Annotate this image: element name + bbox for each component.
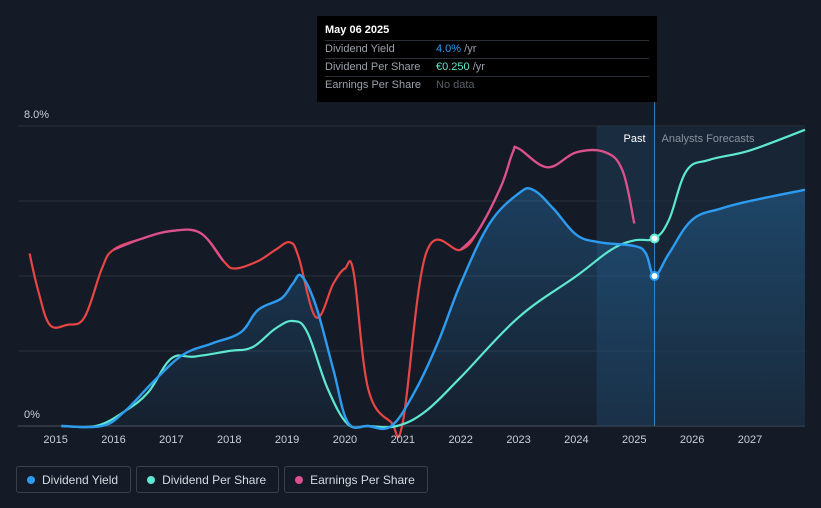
y-tick-label: 8.0%: [24, 109, 49, 121]
legend-item-dividend-yield[interactable]: Dividend Yield: [16, 466, 132, 493]
legend-label: Dividend Yield: [42, 472, 119, 487]
x-tick-label: 2019: [275, 434, 299, 446]
tooltip-date: May 06 2025: [325, 24, 390, 36]
legend-dot: [27, 475, 35, 484]
tooltip-value: No data: [436, 79, 475, 91]
legend-item-dividend-per-share[interactable]: Dividend Per Share: [136, 466, 280, 493]
tooltip-unit: /yr: [469, 61, 485, 73]
x-tick-label: 2018: [217, 434, 241, 446]
dividend-yield-line: [61, 186, 806, 431]
tooltip-value: 4.0%: [436, 43, 462, 55]
x-tick-label: 2015: [43, 434, 67, 446]
x-tick-label: 2021: [391, 434, 415, 446]
x-tick-label: 2022: [448, 434, 472, 446]
legend-label: Dividend Per Share: [162, 472, 267, 487]
dividend-yield-marker: [649, 271, 660, 281]
axis-labels: 2015 2016 2017 2018 2019 2020 2021 2022 2023 2024…: [24, 109, 762, 446]
tooltip-label: Earnings Per Share: [325, 79, 421, 91]
x-tick-label: 2020: [333, 434, 357, 446]
tooltip-value: €0.250: [436, 61, 470, 73]
legend-label: Earnings Per Share: [310, 472, 415, 487]
x-tick-label: 2027: [738, 434, 762, 446]
hover-tooltip: May 06 2025 Dividend Yield 4.0% /yr Divi…: [317, 16, 657, 102]
series-layer: [28, 128, 806, 439]
y-tick-label: 0%: [24, 409, 40, 421]
earnings-per-share-line: [459, 145, 636, 251]
dividend-per-share-marker: [649, 233, 660, 244]
tooltip-unit: /yr: [461, 43, 477, 55]
x-tick-label: 2016: [101, 434, 125, 446]
earnings-per-share-segments: [113, 145, 636, 262]
past-zone-label: Past: [624, 133, 646, 145]
tooltip-label: Dividend Per Share: [325, 61, 421, 73]
x-tick-label: 2023: [506, 434, 530, 446]
legend-dot: [147, 475, 156, 484]
x-tick-label: 2017: [159, 434, 183, 446]
tooltip-row-dividend-yield: Dividend Yield 4.0% /yr: [325, 40, 649, 58]
tooltip-row-earnings-per-share: Earnings Per Share No data: [325, 76, 649, 94]
legend-item-earnings-per-share[interactable]: Earnings Per Share: [284, 466, 428, 493]
dividend-yield-area: [61, 188, 805, 429]
x-tick-label: 2025: [622, 434, 646, 446]
legend: Dividend Yield Dividend Per Share Earnin…: [16, 466, 428, 493]
hover-markers: [649, 233, 660, 281]
forecast-zone-label: Analysts Forecasts: [662, 133, 755, 145]
earnings-per-share-line: [113, 228, 225, 262]
x-tick-label: 2026: [680, 434, 704, 446]
legend-dot: [295, 475, 304, 484]
tooltip-row-dividend-per-share: Dividend Per Share €0.250 /yr: [325, 58, 649, 76]
tooltip-label: Dividend Yield: [325, 43, 395, 55]
x-tick-label: 2024: [564, 434, 588, 446]
